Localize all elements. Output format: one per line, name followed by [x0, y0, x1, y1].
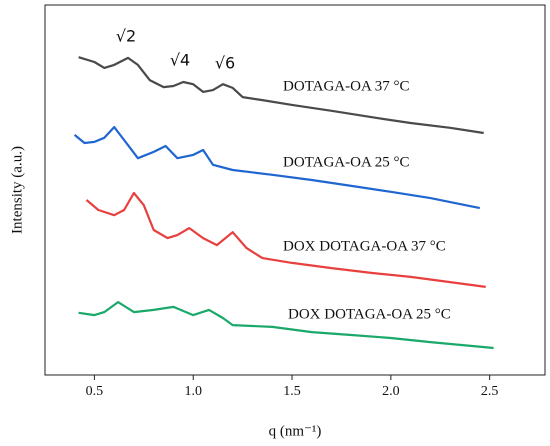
- series-label: DOX DOTAGA-OA 37 °C: [283, 238, 446, 254]
- plot-frame: [44, 4, 546, 376]
- x-tick-label: 2.5: [481, 384, 499, 399]
- peak-annotation: √2: [116, 27, 136, 46]
- series-line: [78, 56, 484, 135]
- series-label: DOTAGA-OA 25 °C: [283, 154, 409, 170]
- y-axis-label: Intensity (a.u.): [9, 146, 25, 234]
- x-tick-label: 1.0: [184, 384, 202, 399]
- x-tick-label: 2.0: [382, 384, 400, 399]
- series-label: DOTAGA-OA 37 °C: [283, 78, 409, 94]
- peak-annotation: √4: [170, 51, 190, 70]
- x-axis-label: q (nm⁻¹): [269, 423, 322, 439]
- x-tick-label: 1.5: [283, 384, 301, 399]
- peak-annotation: √6: [215, 54, 235, 73]
- x-tick-label: 0.5: [86, 384, 104, 399]
- series-label: DOX DOTAGA-OA 25 °C: [288, 306, 451, 322]
- series-line: [78, 301, 494, 350]
- series-line: [85, 191, 486, 288]
- series-line: [73, 126, 481, 210]
